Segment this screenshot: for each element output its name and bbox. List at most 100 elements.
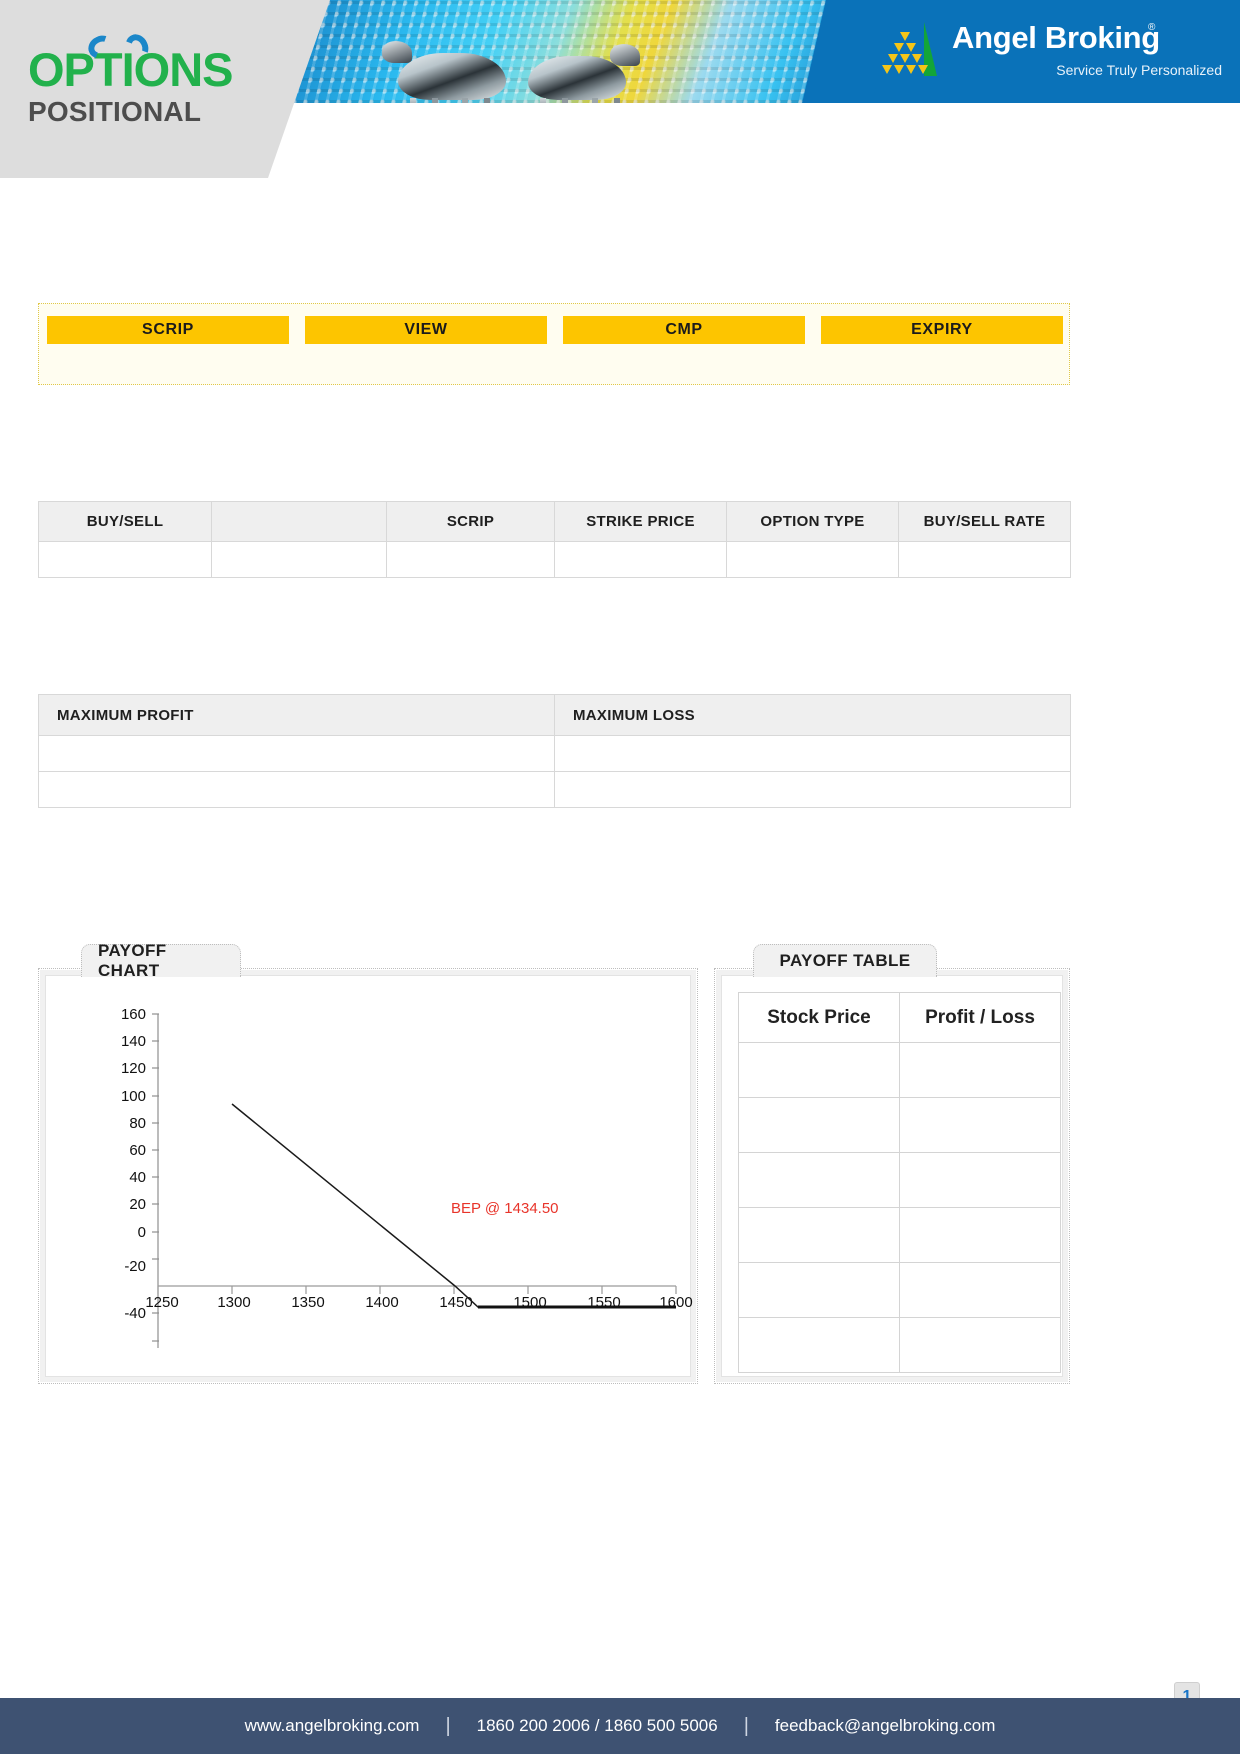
cell-stock-price[interactable] (738, 1152, 900, 1208)
col-buy-sell-rate: BUY/SELL RATE (898, 501, 1071, 542)
x-tick-1450: 1450 (439, 1294, 472, 1311)
col-maximum-loss: MAXIMUM LOSS (554, 694, 1071, 736)
cell-strike-price[interactable] (554, 541, 727, 578)
col-buy-sell: BUY/SELL (38, 501, 212, 542)
view-button[interactable]: VIEW (305, 316, 547, 344)
payoff-chart-svg: 160 140 120 100 80 60 40 20 0 -20 -40 (121, 1006, 693, 1348)
y-tick-140: 140 (121, 1033, 146, 1050)
table-row[interactable] (38, 771, 1071, 808)
payoff-table-panel: PAYOFF TABLE Stock Price Profit / Loss (714, 944, 1070, 1384)
cmp-button[interactable]: CMP (563, 316, 805, 344)
cell-buy-sell-rate[interactable] (898, 541, 1071, 578)
cell-stock-price[interactable] (738, 1097, 900, 1153)
table-row[interactable] (738, 1097, 1061, 1153)
col-profit-loss: Profit / Loss (899, 992, 1061, 1043)
cell-maximum-loss[interactable] (554, 735, 1071, 772)
bull-figurine-icon (382, 41, 506, 103)
position-table: BUY/SELL SCRIP STRIKE PRICE OPTION TYPE … (38, 501, 1071, 578)
table-row[interactable] (38, 735, 1071, 772)
cell-maximum-profit[interactable] (38, 735, 555, 772)
payoff-chart-tab[interactable]: PAYOFF CHART (81, 941, 241, 980)
payoff-chart-body: 160 140 120 100 80 60 40 20 0 -20 -40 (45, 975, 694, 1380)
col-strike-price: STRIKE PRICE (554, 501, 727, 542)
page-footer: www.angelbroking.com | 1860 200 2006 / 1… (0, 1698, 1240, 1754)
brand-registered-mark: ® (1148, 22, 1156, 33)
cell-stock-price[interactable] (738, 1042, 900, 1098)
bear-figurine-icon (528, 44, 640, 103)
footer-separator-1: | (445, 1714, 451, 1737)
brand-logo-panel: Angel Broking ® Service Truly Personaliz… (848, 0, 1240, 103)
payoff-chart-panel: PAYOFF CHART (38, 941, 698, 1384)
filter-bar: SCRIP VIEW CMP EXPIRY (38, 303, 1070, 385)
scrip-button[interactable]: SCRIP (47, 316, 289, 344)
y-tick-160: 160 (121, 1006, 146, 1023)
col-option-type: OPTION TYPE (726, 501, 899, 542)
payoff-table: Stock Price Profit / Loss (738, 992, 1061, 1373)
cell-scrip[interactable] (386, 541, 555, 578)
expiry-button[interactable]: EXPIRY (821, 316, 1063, 344)
cell-stock-price[interactable] (738, 1207, 900, 1263)
table-row[interactable] (738, 1262, 1061, 1318)
y-tick-40: 40 (129, 1169, 146, 1186)
bull-horns-icon (84, 30, 153, 64)
footer-email[interactable]: feedback@angelbroking.com (774, 1716, 996, 1735)
table-header-row: MAXIMUM PROFIT MAXIMUM LOSS (38, 694, 1071, 736)
footer-website[interactable]: www.angelbroking.com (244, 1716, 420, 1735)
col-scrip: SCRIP (386, 501, 555, 542)
cell-profit-loss[interactable] (899, 1042, 1061, 1098)
table-row[interactable] (38, 541, 1071, 578)
x-tick-1400: 1400 (365, 1294, 398, 1311)
y-tick-neg20: -20 (124, 1258, 146, 1275)
table-row[interactable] (738, 1042, 1061, 1098)
cell-profit-loss[interactable] (899, 1152, 1061, 1208)
table-header-row: BUY/SELL SCRIP STRIKE PRICE OPTION TYPE … (38, 501, 1071, 542)
table-row[interactable] (738, 1207, 1061, 1263)
cell-blank[interactable] (211, 541, 387, 578)
x-axis-ticks (157, 1286, 677, 1294)
page-title: OPTIONS (28, 43, 234, 96)
cell-buy-sell[interactable] (38, 541, 212, 578)
col-maximum-profit: MAXIMUM PROFIT (38, 694, 555, 736)
y-axis-labels: 160 140 120 100 80 60 40 20 0 -20 -40 (121, 1006, 146, 1322)
cell-maximum-profit[interactable] (38, 771, 555, 808)
table-header-row: Stock Price Profit / Loss (738, 992, 1061, 1043)
logo-triangle-dots (882, 32, 928, 76)
brand-name: Angel Broking (952, 20, 1160, 55)
cell-profit-loss[interactable] (899, 1207, 1061, 1263)
footer-phone: 1860 200 2006 / 1860 500 5006 (476, 1716, 718, 1735)
x-tick-1300: 1300 (217, 1294, 250, 1311)
cell-profit-loss[interactable] (899, 1262, 1061, 1318)
table-row[interactable] (738, 1317, 1061, 1373)
y-tick-0: 0 (138, 1224, 146, 1241)
payoff-table-tab[interactable]: PAYOFF TABLE (753, 944, 937, 977)
payoff-table-body: Stock Price Profit / Loss (721, 975, 1063, 1377)
header-title-block: OPTIONS POSITIONAL (0, 0, 330, 178)
cell-profit-loss[interactable] (899, 1317, 1061, 1373)
table-row[interactable] (738, 1152, 1061, 1208)
x-tick-1350: 1350 (291, 1294, 324, 1311)
y-axis-ticks (152, 1013, 159, 1342)
y-tick-120: 120 (121, 1060, 146, 1077)
y-tick-80: 80 (129, 1115, 146, 1132)
col-blank (211, 501, 387, 542)
page-subtitle: POSITIONAL (28, 96, 202, 127)
y-tick-60: 60 (129, 1142, 146, 1159)
bep-annotation: BEP @ 1434.50 (451, 1200, 559, 1217)
x-tick-1250: 1250 (145, 1294, 178, 1311)
cell-stock-price[interactable] (738, 1317, 900, 1373)
payoff-chart: 160 140 120 100 80 60 40 20 0 -20 -40 (46, 976, 694, 1380)
footer-separator-2: | (743, 1714, 749, 1737)
cell-stock-price[interactable] (738, 1262, 900, 1318)
cell-maximum-loss[interactable] (554, 771, 1071, 808)
col-stock-price: Stock Price (738, 992, 900, 1043)
brand-tagline: Service Truly Personalized (1056, 62, 1222, 78)
cell-option-type[interactable] (726, 541, 899, 578)
y-tick-neg40: -40 (124, 1305, 146, 1322)
summary-table: MAXIMUM PROFIT MAXIMUM LOSS (38, 694, 1071, 808)
y-tick-20: 20 (129, 1196, 146, 1213)
angel-broking-logo-icon (882, 22, 942, 76)
page-header: Angel Broking ® Service Truly Personaliz… (0, 0, 1240, 178)
cell-profit-loss[interactable] (899, 1097, 1061, 1153)
y-tick-100: 100 (121, 1088, 146, 1105)
